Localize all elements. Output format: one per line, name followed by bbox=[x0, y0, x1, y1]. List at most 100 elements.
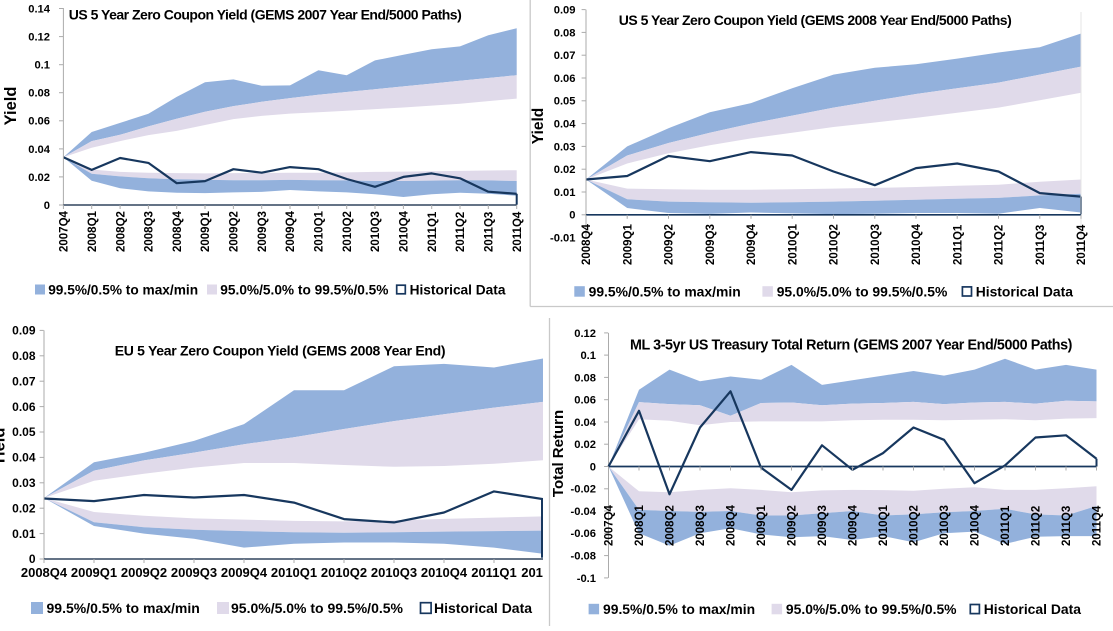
svg-text:2010Q3: 2010Q3 bbox=[939, 505, 951, 546]
svg-text:2010Q4: 2010Q4 bbox=[970, 504, 982, 546]
svg-text:0.14: 0.14 bbox=[28, 3, 51, 15]
svg-text:2009Q4: 2009Q4 bbox=[221, 565, 268, 580]
svg-text:2010Q4: 2010Q4 bbox=[911, 223, 923, 265]
svg-text:Yield: Yield bbox=[530, 108, 547, 144]
svg-text:0.1: 0.1 bbox=[580, 350, 596, 362]
svg-text:2009Q4: 2009Q4 bbox=[848, 504, 860, 546]
svg-text:2008Q4: 2008Q4 bbox=[581, 223, 593, 265]
svg-text:US 5 Year Zero Coupon Yield (G: US 5 Year Zero Coupon Yield (GEMS 2007 Y… bbox=[69, 7, 461, 23]
svg-text:-0.08: -0.08 bbox=[571, 551, 597, 563]
svg-text:99.5%/0.5% to max/min: 99.5%/0.5% to max/min bbox=[47, 600, 200, 616]
svg-text:0.04: 0.04 bbox=[574, 417, 597, 429]
svg-text:US 5 Year Zero Coupon Yield (G: US 5 Year Zero Coupon Yield (GEMS 2008 Y… bbox=[619, 12, 1011, 28]
svg-text:2010Q2: 2010Q2 bbox=[342, 211, 354, 252]
svg-text:2008Q1: 2008Q1 bbox=[87, 210, 99, 252]
svg-text:0.06: 0.06 bbox=[12, 400, 36, 414]
svg-text:Historical Data: Historical Data bbox=[984, 601, 1082, 617]
svg-text:0.06: 0.06 bbox=[574, 395, 596, 407]
svg-text:99.5%/0.5% to max/min: 99.5%/0.5% to max/min bbox=[603, 601, 755, 617]
svg-text:2011Q2: 2011Q2 bbox=[455, 212, 467, 252]
svg-text:2010Q3: 2010Q3 bbox=[370, 211, 382, 252]
svg-text:2010Q4: 2010Q4 bbox=[421, 565, 468, 580]
svg-text:2009Q1: 2009Q1 bbox=[71, 565, 117, 580]
svg-text:0: 0 bbox=[29, 552, 36, 566]
svg-text:2011Q2: 2011Q2 bbox=[1031, 506, 1043, 546]
svg-text:2011Q2: 2011Q2 bbox=[994, 225, 1006, 265]
svg-text:-0.06: -0.06 bbox=[571, 528, 597, 540]
svg-text:99.5%/0.5% to max/min: 99.5%/0.5% to max/min bbox=[589, 284, 741, 300]
svg-text:2009Q4: 2009Q4 bbox=[285, 210, 297, 252]
svg-text:0.03: 0.03 bbox=[554, 141, 576, 153]
svg-text:2009Q3: 2009Q3 bbox=[171, 565, 217, 580]
svg-text:0.02: 0.02 bbox=[28, 172, 50, 184]
svg-text:2009Q1: 2009Q1 bbox=[623, 223, 635, 265]
svg-text:2010Q1: 2010Q1 bbox=[878, 504, 890, 546]
svg-text:2010Q3: 2010Q3 bbox=[870, 224, 882, 265]
svg-text:2010Q2: 2010Q2 bbox=[829, 224, 841, 265]
svg-text:0.04: 0.04 bbox=[554, 119, 577, 131]
svg-text:0.08: 0.08 bbox=[574, 372, 596, 384]
svg-text:95.0%/5.0% to 99.5%/0.5%: 95.0%/5.0% to 99.5%/0.5% bbox=[786, 601, 957, 617]
svg-text:95.0%/5.0% to 99.5%/0.5%: 95.0%/5.0% to 99.5%/0.5% bbox=[231, 600, 404, 616]
svg-text:0.01: 0.01 bbox=[554, 187, 576, 199]
svg-text:2011Q3: 2011Q3 bbox=[484, 212, 496, 252]
svg-text:2008Q4: 2008Q4 bbox=[726, 504, 738, 546]
svg-text:2009Q2: 2009Q2 bbox=[121, 565, 167, 580]
svg-text:0: 0 bbox=[44, 200, 50, 212]
svg-text:2009Q3: 2009Q3 bbox=[257, 211, 269, 252]
svg-text:2011Q3: 2011Q3 bbox=[1035, 225, 1047, 265]
svg-text:ML 3-5yr US Treasury Total Ret: ML 3-5yr US Treasury Total Return (GEMS … bbox=[630, 338, 1073, 354]
svg-text:2009Q2: 2009Q2 bbox=[787, 505, 799, 546]
svg-text:Yield: Yield bbox=[0, 428, 9, 467]
svg-text:EU 5 Year Zero Coupon Yield (G: EU 5 Year Zero Coupon Yield (GEMS 2008 Y… bbox=[115, 343, 446, 359]
svg-text:-0.04: -0.04 bbox=[571, 506, 597, 518]
svg-text:2009Q2: 2009Q2 bbox=[664, 224, 676, 265]
svg-text:0.04: 0.04 bbox=[12, 451, 36, 465]
svg-text:Historical Data: Historical Data bbox=[410, 282, 506, 297]
svg-text:0.08: 0.08 bbox=[28, 88, 50, 100]
svg-text:0.1: 0.1 bbox=[34, 60, 50, 72]
svg-text:2009Q3: 2009Q3 bbox=[817, 505, 829, 546]
svg-text:0.04: 0.04 bbox=[28, 144, 51, 156]
svg-text:2010Q4: 2010Q4 bbox=[399, 210, 411, 252]
svg-text:0.06: 0.06 bbox=[28, 116, 50, 128]
svg-text:0.02: 0.02 bbox=[12, 501, 36, 515]
svg-text:0.05: 0.05 bbox=[12, 425, 36, 439]
svg-text:2009Q4: 2009Q4 bbox=[746, 223, 758, 265]
svg-text:2008Q4: 2008Q4 bbox=[21, 565, 68, 580]
svg-text:0.09: 0.09 bbox=[554, 5, 576, 17]
svg-text:2011Q4: 2011Q4 bbox=[512, 211, 524, 252]
svg-text:0.03: 0.03 bbox=[12, 476, 36, 490]
svg-text:2011Q4: 2011Q4 bbox=[1092, 505, 1104, 546]
svg-text:0.09: 0.09 bbox=[12, 324, 36, 338]
svg-text:2008Q2: 2008Q2 bbox=[665, 505, 677, 546]
svg-text:2008Q4: 2008Q4 bbox=[172, 210, 184, 252]
svg-text:-0.01: -0.01 bbox=[550, 233, 576, 245]
svg-text:2011Q1: 2011Q1 bbox=[471, 565, 517, 580]
svg-text:95.0%/5.0% to 99.5%/0.5%: 95.0%/5.0% to 99.5%/0.5% bbox=[220, 282, 388, 297]
svg-text:2010Q1: 2010Q1 bbox=[271, 565, 317, 580]
svg-text:2011Q4: 2011Q4 bbox=[1076, 224, 1088, 265]
svg-text:2008Q2: 2008Q2 bbox=[115, 211, 127, 252]
svg-text:2008Q1: 2008Q1 bbox=[634, 504, 646, 546]
svg-text:2010Q3: 2010Q3 bbox=[371, 565, 417, 580]
svg-text:2009Q2: 2009Q2 bbox=[229, 211, 241, 252]
svg-text:2010Q1: 2010Q1 bbox=[788, 223, 800, 265]
svg-text:2009Q1: 2009Q1 bbox=[200, 210, 212, 252]
svg-text:-0.1: -0.1 bbox=[577, 573, 596, 585]
svg-text:Yield: Yield bbox=[2, 87, 20, 126]
svg-text:2010Q2: 2010Q2 bbox=[909, 505, 921, 546]
svg-text:2011Q2: 2011Q2 bbox=[521, 565, 567, 580]
svg-text:2011Q1: 2011Q1 bbox=[1000, 505, 1012, 546]
svg-text:Historical Data: Historical Data bbox=[434, 600, 532, 616]
svg-text:2010Q1: 2010Q1 bbox=[314, 210, 326, 252]
svg-text:2011Q1: 2011Q1 bbox=[427, 211, 439, 252]
svg-text:0.02: 0.02 bbox=[554, 164, 576, 176]
svg-text:2007Q4: 2007Q4 bbox=[59, 210, 71, 252]
svg-text:95.0%/5.0% to 99.5%/0.5%: 95.0%/5.0% to 99.5%/0.5% bbox=[777, 284, 948, 300]
svg-text:Historical Data: Historical Data bbox=[976, 284, 1074, 300]
svg-text:0.07: 0.07 bbox=[12, 374, 36, 388]
svg-text:0.08: 0.08 bbox=[554, 27, 576, 39]
svg-text:0: 0 bbox=[569, 210, 575, 222]
svg-text:2011Q3: 2011Q3 bbox=[1061, 506, 1073, 546]
